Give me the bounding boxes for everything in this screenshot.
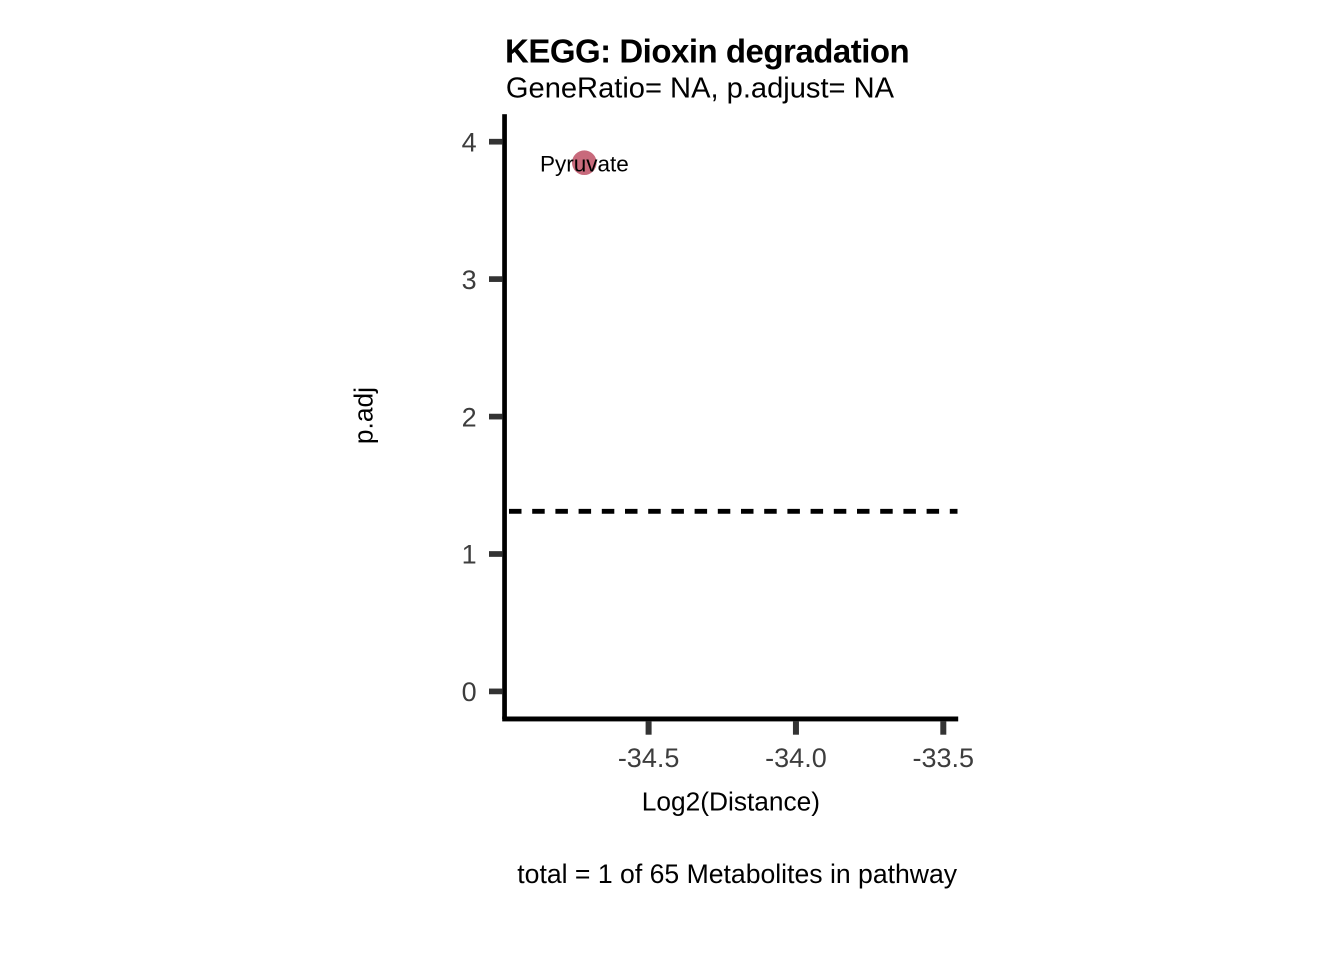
svg-text:0: 0 <box>462 677 477 707</box>
svg-text:-34.5: -34.5 <box>618 743 680 773</box>
svg-text:3: 3 <box>462 265 477 295</box>
svg-text:-34.0: -34.0 <box>765 743 827 773</box>
svg-text:-33.5: -33.5 <box>913 743 975 773</box>
svg-text:Pyruvate: Pyruvate <box>540 151 629 176</box>
svg-text:1: 1 <box>462 540 477 570</box>
svg-text:p.adj: p.adj <box>349 387 379 444</box>
svg-text:4: 4 <box>462 127 477 157</box>
svg-text:KEGG: Dioxin degradation: KEGG: Dioxin degradation <box>505 33 909 70</box>
svg-text:Log2(Distance): Log2(Distance) <box>642 787 820 817</box>
svg-text:2: 2 <box>462 402 477 432</box>
svg-text:GeneRatio= NA, p.adjust= NA: GeneRatio= NA, p.adjust= NA <box>506 73 895 105</box>
svg-text:total = 1 of 65 Metabolites in: total = 1 of 65 Metabolites in pathway <box>517 859 958 889</box>
